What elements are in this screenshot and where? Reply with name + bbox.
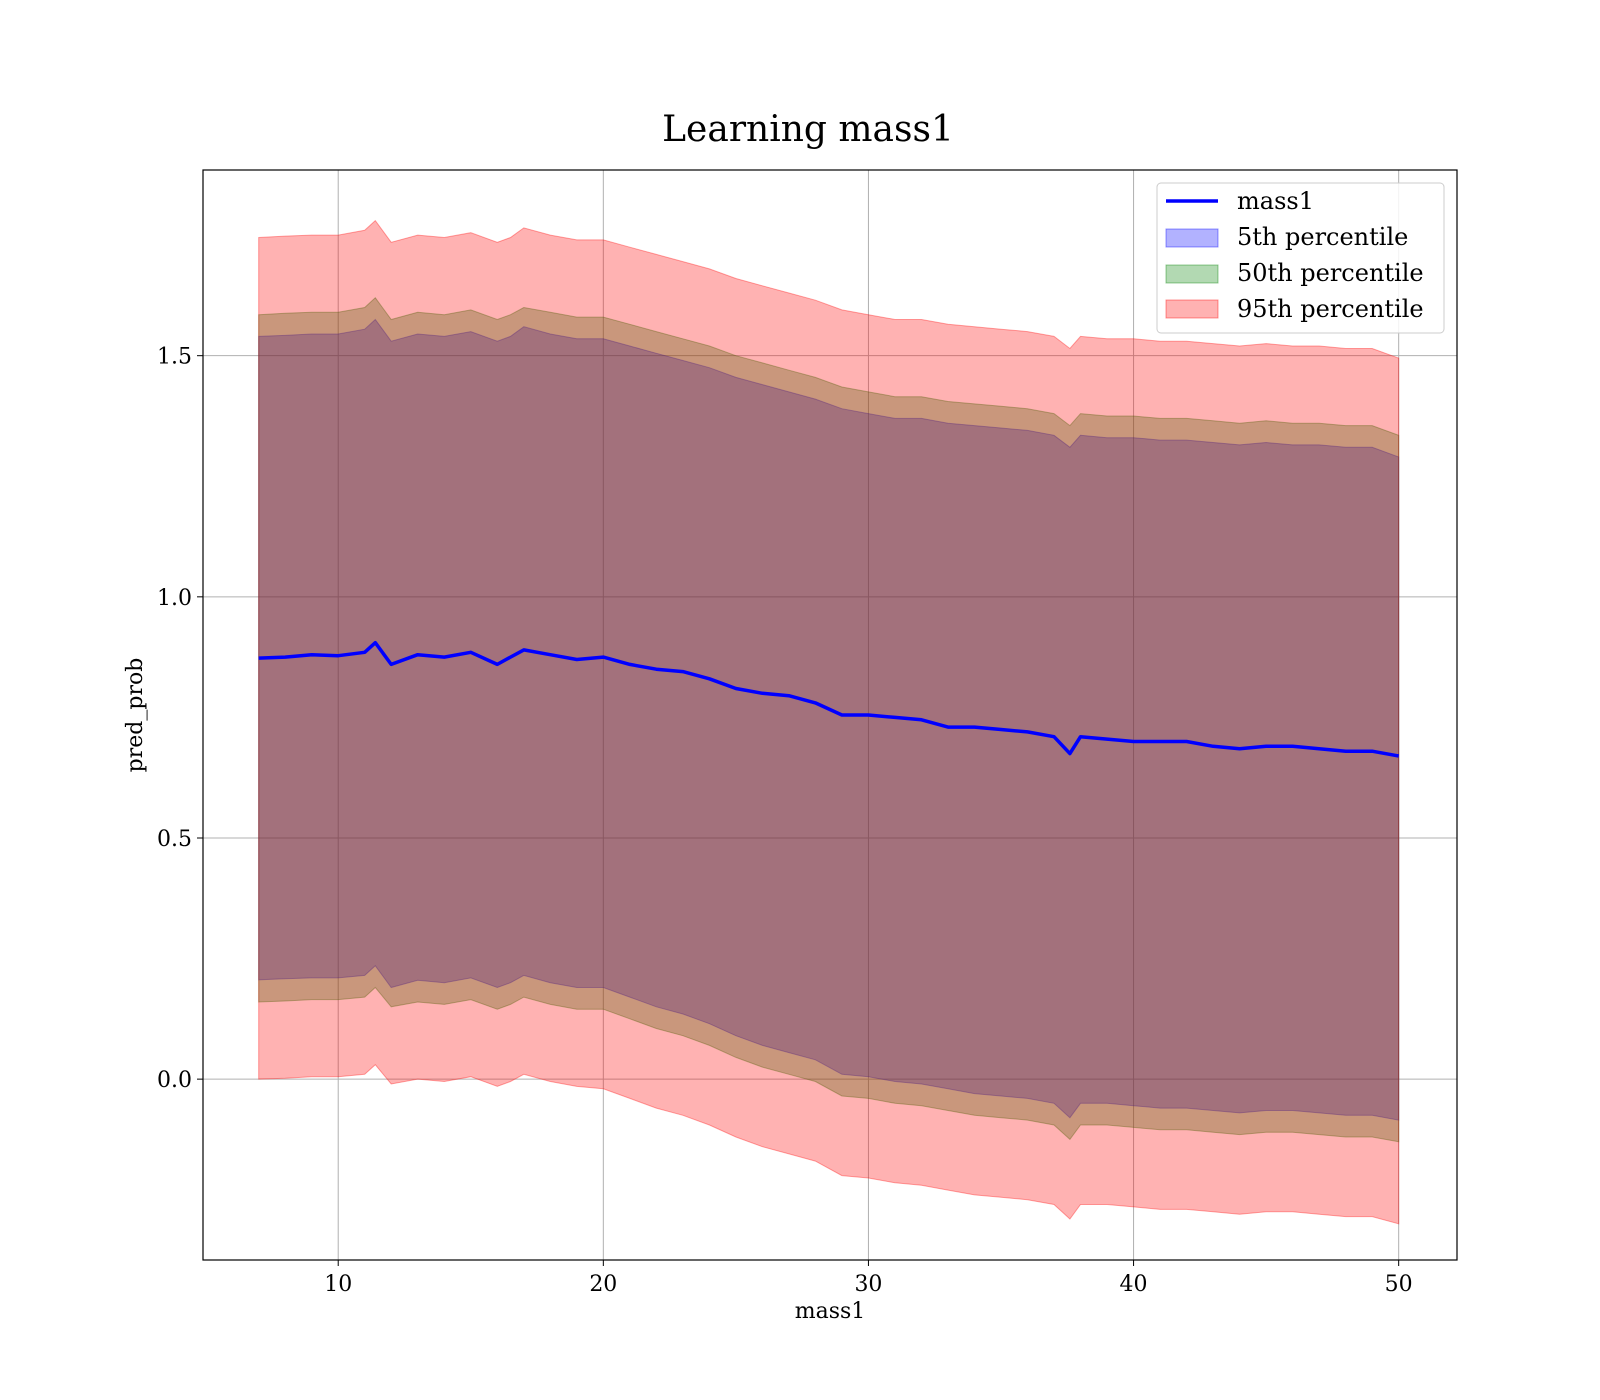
y-tick-label: 1.5 xyxy=(157,345,192,370)
legend-swatch-5th-percentile xyxy=(1165,228,1219,248)
mass1-line xyxy=(258,640,1400,758)
band-50th-percentile xyxy=(258,297,1400,1143)
legend-label-95th-percentile: 95th percentile xyxy=(1237,295,1424,323)
legend: mass1 5th percentile 50th percentile 95t… xyxy=(1156,182,1445,334)
legend-swatch-50th-percentile xyxy=(1165,264,1219,284)
x-tick-label: 10 xyxy=(324,1272,352,1297)
axes-background xyxy=(203,170,1457,1260)
band-5th-percentile xyxy=(258,318,1400,1121)
x-tick-label: 30 xyxy=(854,1272,882,1297)
axes-frame xyxy=(202,169,1458,1261)
chart-title: Learning mass1 xyxy=(662,109,954,150)
plot-area xyxy=(202,169,1458,1261)
legend-label-50th-percentile: 50th percentile xyxy=(1237,259,1424,287)
x-tick-label: 50 xyxy=(1385,1272,1413,1297)
legend-label-5th-percentile: 5th percentile xyxy=(1237,223,1408,251)
x-axis: 10 20 30 40 50 xyxy=(324,1260,1413,1297)
legend-swatch-95th-percentile xyxy=(1165,299,1219,319)
x-tick-label: 40 xyxy=(1120,1272,1148,1297)
y-tick-label: 0.5 xyxy=(157,827,192,852)
percentile-bands xyxy=(258,219,1400,1225)
x-tick-label: 20 xyxy=(589,1272,617,1297)
mass1-line-layer xyxy=(258,640,1400,758)
legend-label-mass1: mass1 xyxy=(1237,187,1314,215)
y-tick-label: 1.0 xyxy=(157,586,192,611)
y-axis: 0.0 0.5 1.0 1.5 xyxy=(157,345,203,1093)
grid xyxy=(203,170,1457,1260)
y-axis-label: pred_prob xyxy=(123,658,148,773)
x-axis-label: mass1 xyxy=(795,1299,866,1324)
y-tick-label: 0.0 xyxy=(157,1068,192,1093)
legend-box xyxy=(1156,182,1445,334)
band-95th-percentile xyxy=(258,219,1400,1225)
